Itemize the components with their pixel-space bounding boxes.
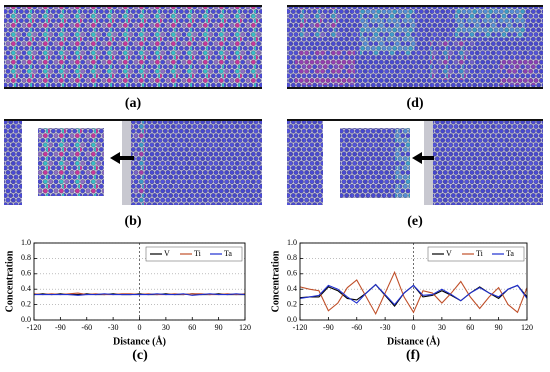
snapshot-e — [287, 119, 543, 205]
x-tick-label: -60 — [351, 323, 362, 332]
y-tick-label: 0.2 — [21, 299, 31, 308]
legend-label: Ta — [506, 249, 514, 258]
legend-label: V — [446, 249, 452, 258]
y-tick-label: 0.0 — [287, 315, 297, 324]
y-axis-label: Concentration — [4, 250, 15, 312]
x-tick-label: -120 — [293, 323, 308, 332]
panel-label: (a) — [125, 96, 142, 111]
snapshot-a — [4, 5, 262, 89]
panel-label: (d) — [406, 96, 423, 111]
y-tick-label: 0.8 — [287, 253, 297, 262]
x-tick-label: 0 — [138, 323, 142, 332]
legend-label: Ti — [194, 249, 202, 258]
panel-label: (f) — [406, 348, 420, 363]
x-tick-label: 90 — [495, 323, 503, 332]
legend-label: Ta — [224, 249, 232, 258]
series-line — [299, 270, 528, 316]
y-axis-label: Concentration — [270, 250, 281, 312]
x-tick-label: 60 — [188, 323, 196, 332]
panel-label: (e) — [407, 214, 423, 229]
panel-label: (b) — [124, 214, 141, 229]
x-tick-label: 120 — [239, 323, 251, 332]
x-tick-label: -90 — [55, 323, 66, 332]
plot-frame — [299, 242, 528, 321]
legend-label: V — [164, 249, 170, 258]
line-chart: 0.0 0.2 0.4 0.6 0.8 1.0 -120 -90 -60 -30 0 30 60 90 12… — [270, 238, 533, 347]
y-tick-label: 0.6 — [287, 269, 297, 278]
x-tick-label: 120 — [521, 323, 533, 332]
plot-frame — [33, 242, 246, 321]
legend-box — [145, 246, 243, 262]
y-tick-label: 0.2 — [287, 299, 297, 308]
x-axis-label: Distance (Å) — [113, 335, 166, 347]
x-tick-label: -30 — [108, 323, 119, 332]
legend-label: Ti — [476, 249, 484, 258]
y-tick-label: 0.4 — [287, 284, 297, 293]
x-tick-label: 90 — [215, 323, 223, 332]
y-tick-label: 0.8 — [21, 253, 31, 262]
x-tick-label: 30 — [438, 323, 446, 332]
y-tick-label: 0.0 — [21, 315, 31, 324]
series-line — [299, 283, 528, 306]
panel-label: (c) — [132, 348, 148, 363]
x-tick-label: -120 — [27, 323, 42, 332]
y-tick-label: 1.0 — [21, 238, 31, 247]
legend-box — [427, 246, 525, 262]
x-tick-label: -60 — [81, 323, 92, 332]
y-tick-label: 1.0 — [287, 238, 297, 247]
y-tick-label: 0.6 — [21, 269, 31, 278]
x-tick-label: 30 — [162, 323, 170, 332]
snapshot-b — [4, 119, 262, 205]
x-tick-label: -30 — [380, 323, 391, 332]
line-chart: 0.0 0.2 0.4 0.6 0.8 1.0 -120 -90 -60 -30 0 30 60 90 12… — [4, 238, 251, 347]
snapshot-d — [287, 5, 543, 89]
x-tick-label: 60 — [466, 323, 474, 332]
series-line — [34, 293, 246, 296]
x-tick-label: 0 — [412, 323, 416, 332]
y-tick-label: 0.4 — [21, 284, 31, 293]
x-axis-label: Distance (Å) — [387, 335, 440, 347]
x-tick-label: -90 — [323, 323, 334, 332]
